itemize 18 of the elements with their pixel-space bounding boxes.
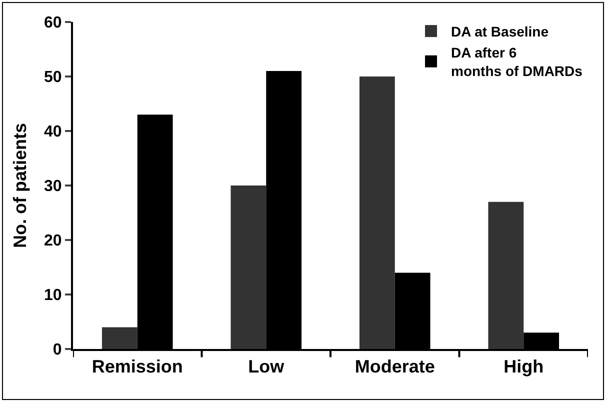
y-tick-label: 20: [44, 232, 62, 250]
x-tick-label: Low: [248, 356, 286, 377]
x-tick-label: Remission: [92, 356, 183, 377]
y-tick-label: 10: [44, 287, 62, 304]
y-tick-label: 0: [52, 342, 62, 359]
y-tick-label: 30: [44, 178, 62, 196]
y-tick-label: 50: [44, 69, 62, 86]
y-tick-label: 60: [44, 14, 62, 32]
bar: [102, 327, 138, 349]
legend-label: DA after 6 months of DMARDs: [451, 44, 583, 79]
y-tick-label: 40: [44, 124, 62, 141]
x-tick-label: Moderate: [354, 356, 435, 377]
x-tick-label: High: [504, 356, 544, 377]
legend-label: DA at Baseline: [451, 24, 549, 40]
bar: [230, 186, 266, 349]
bar: [488, 202, 524, 349]
bar: [359, 76, 395, 349]
y-axis-title: No. of patients: [10, 123, 30, 248]
